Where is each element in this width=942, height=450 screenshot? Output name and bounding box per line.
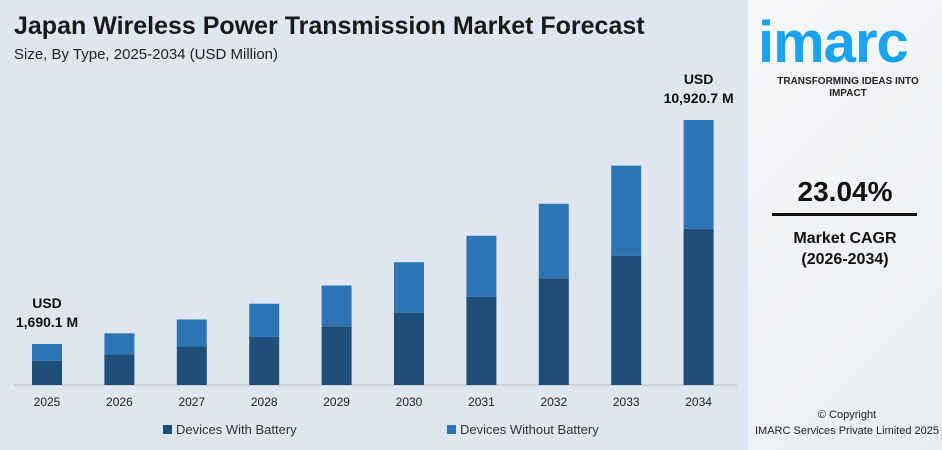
cagr-label-text: Market CAGR bbox=[793, 230, 897, 247]
bar-2027 bbox=[176, 319, 207, 347]
x-tick-label: 2030 bbox=[396, 395, 423, 409]
bar-chart: 2025 USD 1,690.1 M 2026 2027 2028 2029 2030 2031… bbox=[14, 71, 737, 409]
bar-2025 bbox=[32, 343, 62, 361]
bar-2025 bbox=[32, 360, 62, 385]
chart-title: Japan Wireless Power Transmission Market… bbox=[14, 12, 645, 40]
info-panel bbox=[748, 0, 942, 450]
bar-2026 bbox=[104, 354, 135, 385]
x-tick-label: 2034 bbox=[685, 395, 712, 409]
x-tick-label: 2028 bbox=[251, 395, 278, 409]
bar-2031 bbox=[466, 296, 497, 385]
legend-item-without-battery: Devices Without Battery bbox=[447, 422, 599, 437]
x-tick-label: 2027 bbox=[178, 395, 205, 409]
chart-subtitle: Size, By Type, 2025-2034 (USD Million) bbox=[14, 46, 279, 63]
x-tick-label: 2031 bbox=[468, 395, 495, 409]
legend-label: Devices Without Battery bbox=[460, 422, 599, 437]
bar-2034 bbox=[683, 120, 714, 229]
cagr-period: (2026-2034) bbox=[801, 251, 889, 268]
data-label: 10,920.7 M bbox=[664, 90, 734, 106]
data-label: USD bbox=[32, 295, 62, 311]
bar-2034 bbox=[683, 228, 714, 385]
legend-swatch bbox=[163, 425, 172, 434]
bar-2030 bbox=[394, 312, 424, 385]
cagr-value: 23.04% bbox=[797, 176, 893, 207]
bar-2029 bbox=[321, 326, 352, 385]
copyright-company: IMARC Services Private Limited 2025 bbox=[754, 425, 939, 437]
x-tick-label: 2026 bbox=[106, 395, 133, 409]
logo-tagline: TRANSFORMING IDEAS INTO IMPACT bbox=[777, 76, 919, 99]
cagr-label: Market CAGR (2026-2034) bbox=[770, 228, 920, 270]
x-tick-label: 2029 bbox=[323, 395, 350, 409]
copyright: © Copyright IMARC Services Private Limite… bbox=[752, 407, 942, 439]
data-label: USD bbox=[684, 71, 714, 87]
x-tick-label: 2025 bbox=[34, 395, 61, 409]
imarc-logo: imarc bbox=[758, 10, 909, 75]
bar-2033 bbox=[611, 255, 642, 385]
bar-2033 bbox=[611, 165, 642, 256]
bar-2028 bbox=[249, 303, 280, 337]
legend-swatch bbox=[447, 425, 456, 434]
bar-2029 bbox=[321, 285, 352, 327]
divider bbox=[772, 213, 917, 216]
x-tick-label: 2033 bbox=[613, 395, 640, 409]
copyright-line: © Copyright bbox=[817, 409, 877, 421]
bar-2031 bbox=[466, 235, 497, 297]
legend-item-battery: Devices With Battery bbox=[163, 422, 297, 437]
bar-2032 bbox=[538, 278, 569, 385]
legend-label: Devices With Battery bbox=[176, 422, 297, 437]
bar-2030 bbox=[394, 262, 424, 313]
x-tick-label: 2032 bbox=[540, 395, 567, 409]
bar-2028 bbox=[249, 336, 280, 385]
bar-2027 bbox=[176, 346, 207, 385]
bar-2032 bbox=[538, 203, 569, 279]
bar-2026 bbox=[104, 333, 135, 355]
data-label: 1,690.1 M bbox=[16, 314, 78, 330]
